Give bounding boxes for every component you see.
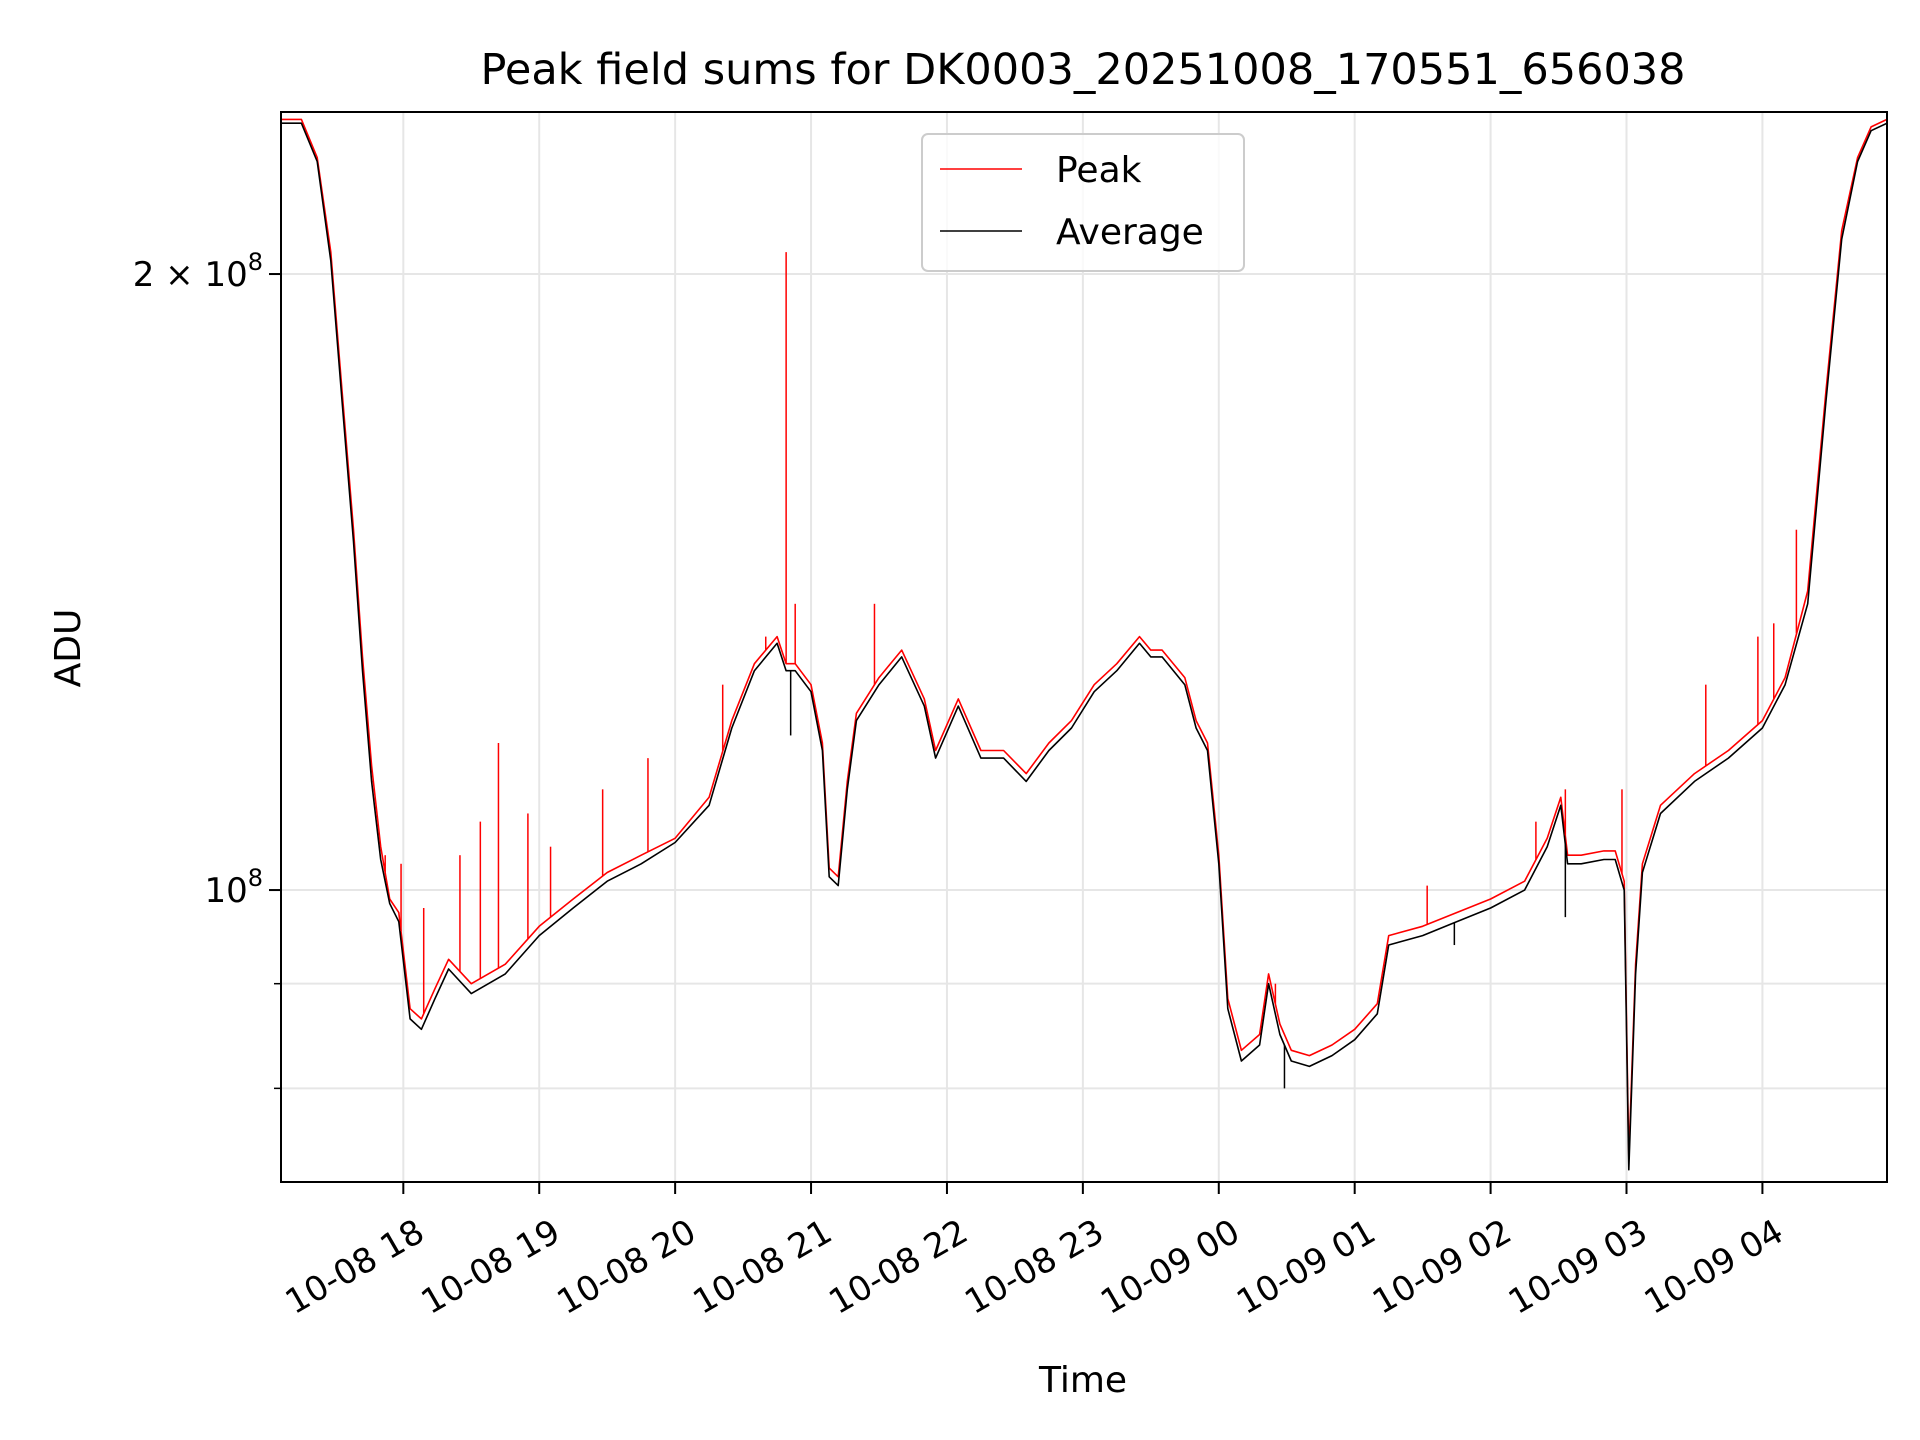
chart-title: Peak field sums for DK0003_20251008_1705… bbox=[480, 45, 1685, 95]
y-axis-label: ADU bbox=[48, 609, 89, 688]
x-tick-label: 10-08 18 bbox=[279, 1212, 431, 1323]
y-tick-label: 108 bbox=[204, 864, 263, 911]
x-tick-label: 10-09 00 bbox=[1094, 1212, 1246, 1323]
x-tick-label: 10-09 03 bbox=[1502, 1212, 1654, 1323]
legend-label-average: Average bbox=[1056, 212, 1204, 253]
x-tick-label: 10-08 19 bbox=[415, 1212, 567, 1323]
x-tick-label: 10-09 01 bbox=[1230, 1212, 1382, 1323]
legend-label-peak: Peak bbox=[1056, 150, 1142, 191]
x-tick-label: 10-08 23 bbox=[958, 1212, 1110, 1323]
x-tick-label: 10-08 21 bbox=[686, 1212, 838, 1323]
x-axis-label: Time bbox=[1038, 1360, 1127, 1401]
x-tick-label: 10-08 20 bbox=[551, 1212, 703, 1323]
series-line-peak bbox=[281, 118, 1887, 1159]
x-tick-label: 10-08 22 bbox=[822, 1212, 974, 1323]
x-tick-label: 10-09 04 bbox=[1638, 1212, 1790, 1323]
grid-layer bbox=[281, 112, 1887, 1182]
plot-area bbox=[281, 118, 1887, 1171]
plot-frame bbox=[280, 111, 1888, 1183]
y-axis: 2 × 108 108 bbox=[133, 248, 281, 1090]
series-layer bbox=[281, 118, 1887, 1171]
y-tick-label: 2 × 108 bbox=[133, 248, 263, 295]
legend: Peak Average bbox=[921, 133, 1245, 272]
series-line-average bbox=[281, 122, 1887, 1171]
x-tick-label: 10-09 02 bbox=[1366, 1212, 1518, 1323]
